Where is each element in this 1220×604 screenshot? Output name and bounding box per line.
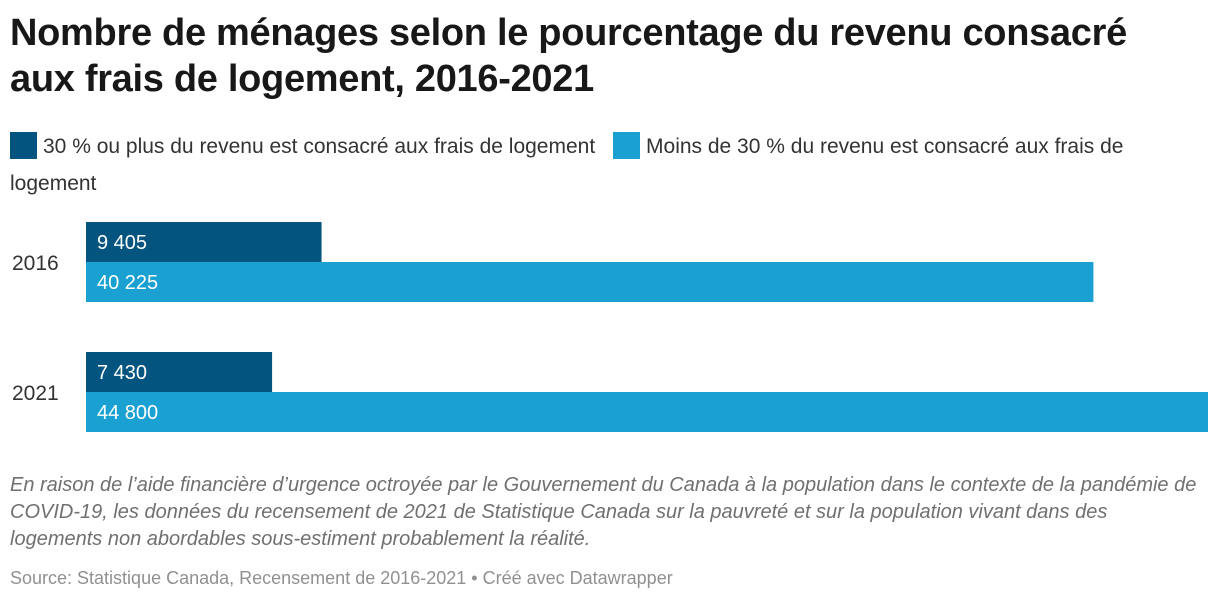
bar-chart: 2016 9 405 40 225 2021 7 430 44 800 — [12, 222, 1208, 432]
legend-label-low-burden: Moins de 30 % du revenu est consacré aux… — [10, 135, 1124, 195]
bar-high-burden-2021 — [86, 352, 273, 392]
legend-item-low-burden: Moins de 30 % du revenu est consacré aux… — [10, 132, 1124, 195]
chart-notes: En raison de l’aide financière d’urgence… — [10, 474, 1197, 550]
legend-label-high-burden: 30 % ou plus du revenu est consacré aux … — [43, 135, 596, 158]
category-label-2016: 2016 — [12, 252, 59, 275]
legend-item-high-burden: 30 % ou plus du revenu est consacré aux … — [10, 132, 596, 159]
bar-high-burden-2016 — [86, 222, 322, 262]
data-label-low-burden-2016: 40 225 — [97, 272, 158, 294]
chart-legend: 30 % ou plus du revenu est consacré aux … — [10, 128, 1205, 202]
chart-source: Source: Statistique Canada, Recensement … — [10, 568, 673, 588]
data-label-high-burden-2021: 7 430 — [97, 362, 147, 384]
chart-title: Nombre de ménages selon le pourcentage d… — [10, 12, 1127, 100]
data-label-low-burden-2021: 44 800 — [97, 402, 158, 424]
category-label-2021: 2021 — [12, 382, 59, 405]
bar-low-burden-2021 — [86, 392, 1208, 432]
data-label-high-burden-2016: 9 405 — [97, 232, 147, 254]
legend-swatch-high-burden — [10, 132, 37, 159]
legend-swatch-low-burden — [613, 132, 641, 159]
bar-low-burden-2016 — [86, 262, 1094, 302]
